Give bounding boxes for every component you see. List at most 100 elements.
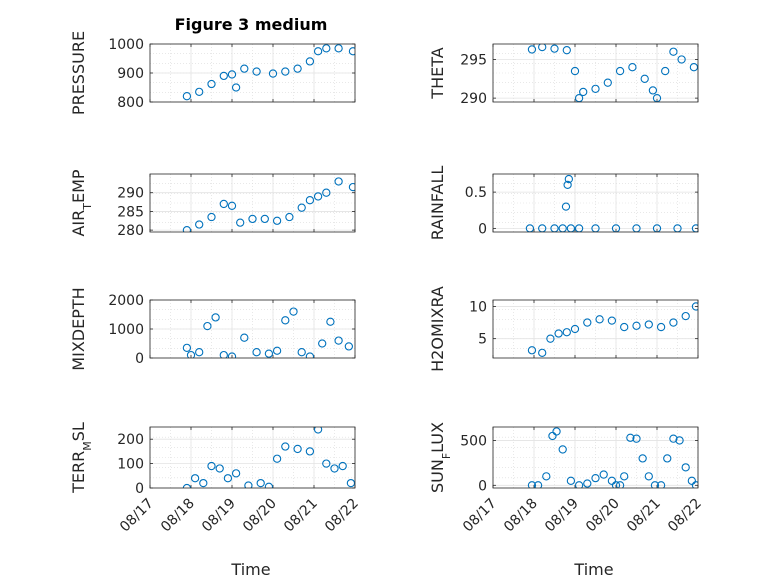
data-point	[236, 218, 245, 227]
data-point	[248, 214, 257, 224]
data-point	[640, 74, 649, 83]
data-point	[281, 316, 290, 325]
data-point	[533, 481, 543, 488]
data-point	[223, 474, 233, 483]
data-series	[527, 427, 698, 488]
data-point	[607, 476, 617, 485]
data-point	[632, 321, 641, 330]
data-point	[297, 348, 306, 357]
data-point	[203, 321, 212, 331]
data-point	[599, 470, 608, 479]
data-point	[195, 220, 204, 229]
data-point	[669, 434, 678, 443]
data-point	[615, 66, 625, 76]
data-point	[603, 78, 612, 87]
data-point	[326, 317, 335, 326]
data-point	[227, 352, 237, 358]
data-point	[211, 313, 220, 322]
data-point	[564, 174, 573, 184]
subplot-4: 0 0.5 RAINFALL	[428, 166, 699, 241]
y-tick-label: 295	[460, 52, 487, 68]
data-point	[305, 447, 315, 456]
subplot-3: 280 285 290 AIRTEMP	[69, 169, 356, 239]
data-point	[527, 346, 537, 355]
data-point	[626, 433, 635, 442]
data-point	[207, 212, 216, 222]
data-point	[195, 348, 204, 357]
y-tick-label: 1000	[108, 37, 144, 53]
y-axis-label: TERRMSL	[69, 422, 94, 494]
x-axis-label-left: Time	[230, 560, 270, 579]
data-point	[190, 474, 200, 483]
y-tick-label: 0	[478, 478, 487, 494]
data-point	[579, 87, 588, 97]
data-point	[348, 47, 355, 56]
data-point	[240, 64, 249, 73]
y-axis-label: RAINFALL	[428, 166, 447, 241]
y-axis-label: THETA	[428, 47, 447, 99]
data-point	[632, 434, 641, 443]
y-tick-label: 200	[117, 432, 144, 448]
axes-frame	[149, 43, 356, 103]
data-point	[182, 225, 192, 232]
data-series	[527, 302, 698, 357]
data-point	[552, 427, 561, 436]
data-point	[244, 481, 253, 488]
data-point	[583, 479, 592, 488]
data-point	[334, 44, 343, 53]
data-point	[252, 67, 261, 76]
data-point	[346, 478, 355, 488]
data-point	[615, 481, 625, 488]
data-point	[675, 436, 684, 445]
data-point	[338, 461, 347, 471]
data-point	[669, 47, 678, 56]
data-point	[264, 482, 274, 488]
data-point	[650, 481, 660, 488]
data-point	[583, 318, 592, 327]
y-tick-label: 500	[460, 433, 487, 449]
data-point	[305, 57, 315, 66]
data-point	[281, 67, 290, 76]
data-point	[689, 63, 698, 72]
y-tick-label: 0	[478, 221, 487, 237]
data-point	[313, 192, 323, 201]
data-point	[656, 481, 666, 488]
data-point	[219, 199, 228, 209]
data-point	[558, 445, 567, 454]
data-point	[681, 463, 690, 472]
data-series	[527, 44, 698, 102]
data-point	[227, 70, 237, 79]
data-series	[182, 177, 355, 232]
data-point	[691, 481, 698, 488]
data-point	[264, 349, 274, 358]
figure-title: Figure 3 medium	[175, 15, 328, 34]
data-point	[691, 302, 698, 311]
y-axis-label: SUNFLUX	[428, 422, 453, 493]
data-point	[620, 472, 629, 481]
data-point	[252, 348, 261, 357]
y-tick-label: 800	[117, 95, 144, 111]
subplot-2: 290 295 THETA	[428, 43, 699, 107]
y-tick-label: 285	[117, 204, 144, 220]
data-point	[591, 84, 600, 94]
data-point	[681, 311, 690, 321]
data-point	[305, 352, 315, 358]
data-point	[231, 469, 241, 478]
data-series	[182, 44, 355, 101]
data-point	[611, 481, 621, 488]
y-tick-label: 0	[135, 481, 144, 497]
data-point	[272, 346, 282, 355]
data-point	[527, 45, 537, 54]
data-point	[570, 324, 580, 334]
data-point	[219, 71, 228, 81]
axes-frame	[492, 426, 699, 489]
y-tick-label: 900	[117, 66, 144, 82]
data-point	[199, 478, 208, 488]
data-point	[281, 442, 290, 451]
subplot-5: 0 1000 2000 MIXDEPTH	[69, 287, 356, 371]
data-point	[256, 478, 265, 488]
data-point	[305, 196, 315, 205]
data-point	[620, 322, 629, 332]
subplot-6: 5 10 H2OMIXRA	[428, 286, 699, 372]
y-axis-label: AIRTEMP	[69, 169, 94, 236]
